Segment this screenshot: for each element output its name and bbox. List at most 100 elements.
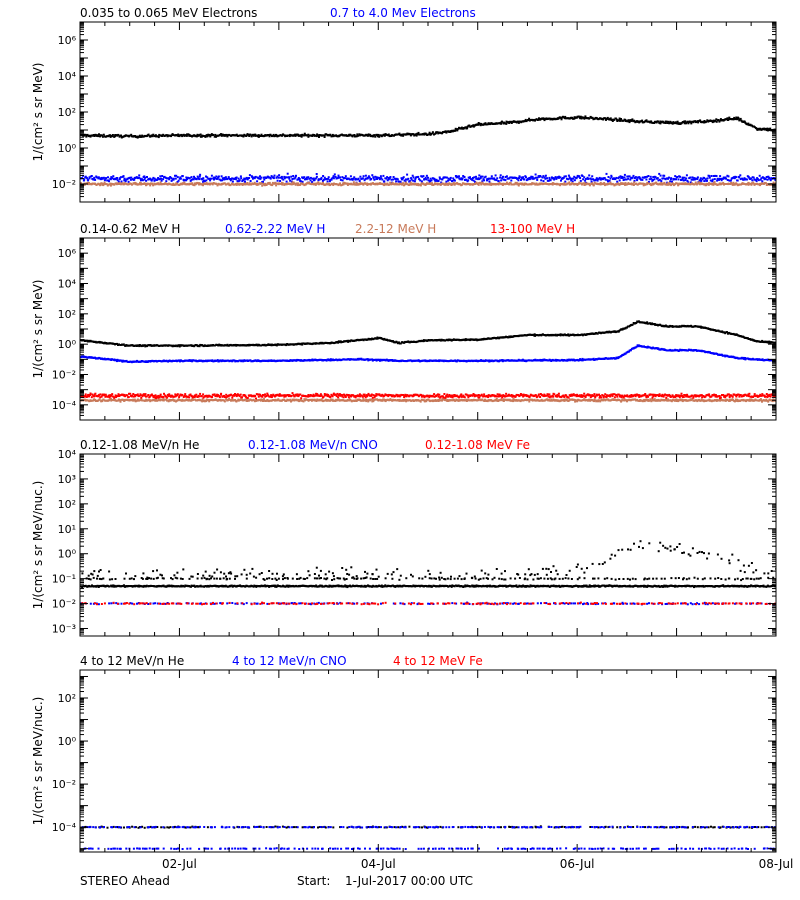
- data-point: [249, 180, 252, 182]
- data-point: [281, 343, 284, 346]
- data-point: [546, 183, 549, 185]
- data-point: [322, 175, 325, 177]
- data-point: [89, 175, 92, 178]
- data-point: [519, 359, 522, 362]
- data-point: [522, 334, 525, 337]
- data-point: [378, 359, 381, 362]
- data-point: [448, 131, 451, 133]
- data-point: [739, 178, 742, 181]
- data-point: [672, 325, 675, 328]
- data-point: [357, 134, 359, 137]
- data-point: [174, 183, 177, 186]
- data-point: [105, 183, 108, 186]
- data-point: [219, 179, 222, 182]
- data-point: [143, 175, 146, 178]
- data-point: [580, 117, 583, 120]
- data-point: [261, 135, 264, 137]
- data-point: [610, 175, 613, 178]
- data-point: [648, 346, 651, 349]
- data-point: [675, 178, 677, 181]
- data-point: [85, 135, 88, 138]
- data-point: [593, 358, 596, 361]
- data-point: [689, 176, 692, 179]
- data-point: [625, 178, 628, 181]
- data-point: [571, 180, 574, 183]
- data-point: [618, 176, 621, 179]
- data-point: [567, 333, 570, 336]
- data-point: [692, 178, 695, 181]
- data-point: [538, 117, 540, 120]
- data-point: [496, 122, 499, 125]
- data-point: [202, 180, 205, 183]
- data-point: [701, 178, 704, 181]
- data-point: [176, 181, 179, 183]
- data-point: [456, 338, 458, 341]
- data-point: [538, 359, 540, 362]
- data-point: [150, 360, 152, 362]
- data-point: [707, 120, 710, 123]
- data-point: [383, 134, 386, 137]
- data-point: [448, 182, 451, 185]
- data-point: [119, 399, 122, 402]
- data-point: [210, 344, 213, 347]
- data-point: [597, 182, 600, 185]
- data-point: [633, 181, 636, 184]
- data-point: [114, 134, 117, 136]
- data-point: [600, 331, 603, 334]
- data-point: [525, 179, 528, 182]
- data-point: [279, 343, 282, 346]
- data-point: [705, 182, 708, 185]
- data-point: [772, 181, 775, 184]
- data-point: [642, 321, 645, 324]
- data-point: [756, 178, 759, 180]
- data-point: [583, 176, 586, 179]
- data-point: [88, 177, 91, 180]
- data-point: [152, 184, 155, 187]
- data-point: [462, 175, 465, 177]
- data-point: [640, 178, 642, 181]
- data-point: [219, 183, 222, 186]
- data-point: [260, 344, 263, 347]
- data-point: [358, 183, 361, 186]
- data-point: [286, 176, 289, 179]
- data-point: [409, 181, 412, 184]
- data-point: [699, 177, 702, 180]
- data-point: [211, 183, 214, 186]
- data-point: [185, 179, 188, 182]
- data-point: [352, 177, 355, 180]
- data-point: [217, 175, 220, 178]
- data-point: [188, 359, 191, 362]
- data-point: [668, 325, 670, 328]
- data-point: [268, 359, 270, 362]
- data-point: [752, 176, 755, 179]
- data-point: [536, 178, 539, 181]
- data-point: [487, 177, 490, 180]
- data-point: [130, 176, 133, 179]
- data-point: [697, 181, 700, 184]
- data-point: [231, 180, 234, 183]
- data-point: [297, 359, 300, 361]
- data-point: [641, 178, 644, 181]
- data-point: [178, 177, 181, 180]
- data-point: [355, 182, 358, 185]
- data-point: [738, 176, 741, 179]
- data-point: [581, 357, 584, 360]
- data-point: [686, 179, 689, 182]
- data-point: [108, 358, 111, 361]
- data-point: [703, 120, 706, 122]
- data-point: [539, 175, 542, 178]
- data-point: [272, 133, 275, 136]
- data-point: [352, 181, 355, 184]
- data-point: [212, 344, 215, 347]
- data-point: [520, 121, 523, 124]
- data-point: [233, 344, 236, 347]
- data-point: [110, 399, 113, 402]
- data-point: [674, 121, 677, 124]
- data-point: [138, 360, 141, 363]
- data-point: [97, 135, 100, 138]
- data-point: [356, 133, 359, 136]
- data-point: [463, 182, 466, 185]
- data-point: [689, 181, 692, 184]
- data-point: [227, 399, 230, 401]
- data-point: [285, 180, 288, 183]
